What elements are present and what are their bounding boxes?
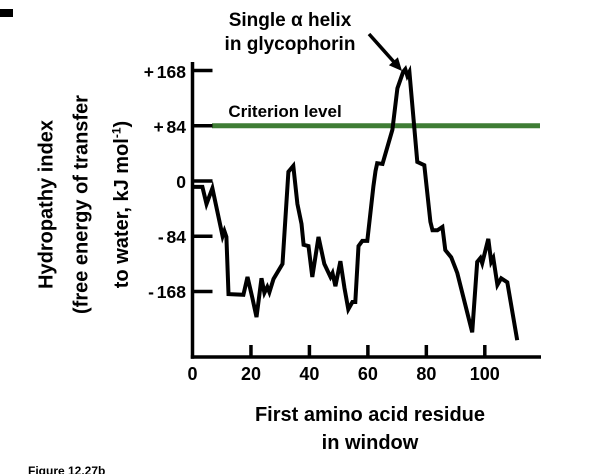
clipped-artifact <box>0 9 13 17</box>
y-tick-label-0: 0 <box>176 172 186 192</box>
y-axis-title: Hydropathy index (free energy of transfe… <box>30 45 135 365</box>
x-tick-label-80: 80 <box>416 364 437 384</box>
x-tick-label-40: 40 <box>299 364 320 384</box>
peak-annotation-line1: Single α helix <box>228 10 352 31</box>
y-tick-label-84: + 84 <box>153 116 186 137</box>
x-axis-title-line1: First amino acid residue <box>254 404 486 426</box>
hydropathy-curve <box>192 64 520 341</box>
y-tick-label--168: - 168 <box>148 282 186 303</box>
x-tick-label-20: 20 <box>240 364 261 384</box>
y-axis-title-line1: Hydropathy index <box>35 120 58 289</box>
figure-caption: Figure 12.27b <box>28 464 106 474</box>
x-tick-label-100: 100 <box>469 364 500 384</box>
x-tick-label-0: 0 <box>187 364 198 384</box>
y-axis-title-line3: to water, kJ mol-1) <box>109 120 134 289</box>
y-tick-label--84: - 84 <box>157 227 186 248</box>
y-axis-title-line2: (free energy of transfer <box>70 95 93 314</box>
x-axis-title: First amino acid residue in window <box>220 401 520 457</box>
peak-annotation-line2: in glycophorin <box>224 34 356 55</box>
criterion-level-label: Criterion level <box>228 102 342 121</box>
annotation-arrow-head <box>388 57 402 71</box>
annotation-arrow-line <box>367 32 396 64</box>
peak-annotation: Single α helix in glycophorin <box>200 9 380 57</box>
y-tick-label-168: + 168 <box>143 61 186 82</box>
x-tick-label-60: 60 <box>357 364 378 384</box>
x-axis-title-line2: in window <box>321 432 419 454</box>
